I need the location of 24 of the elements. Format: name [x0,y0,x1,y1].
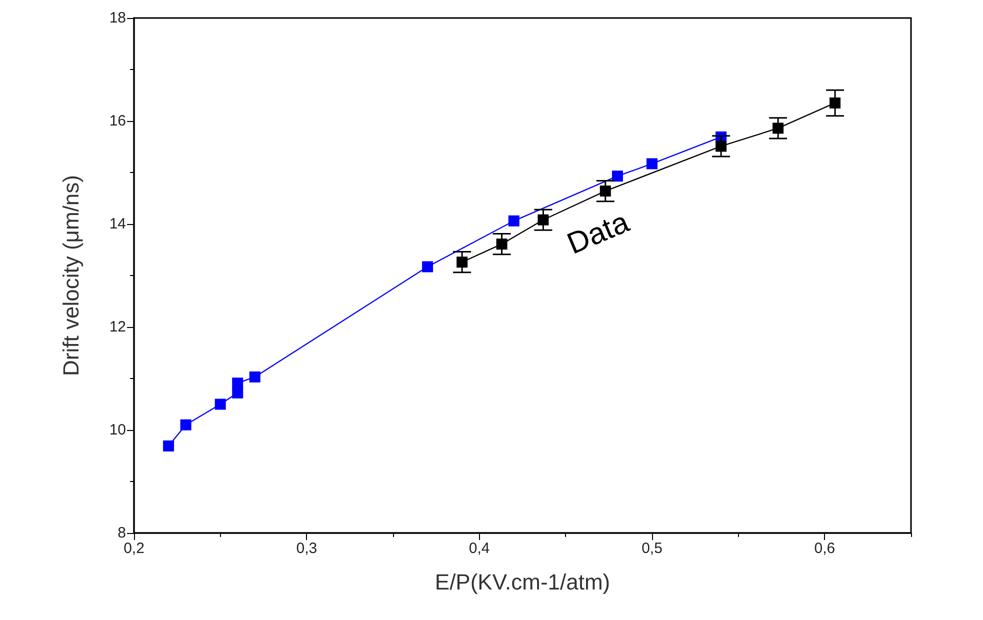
text: Data [562,206,634,261]
point [163,440,174,452]
y-tick-label: 18 [109,10,126,26]
y-tick-label: 10 [109,422,126,438]
x-tick-label: 0,3 [296,540,318,557]
point [508,215,520,226]
x-tick-label: 0,4 [468,540,490,557]
point [232,387,244,398]
x-tick-label: 0,2 [124,540,144,557]
y-tick-label: 8 [118,524,126,542]
point [249,371,260,382]
y-tick-label: 12 [109,318,126,336]
y-axis-title: Drift velocity (μm/ns) [58,175,84,376]
y-tick-label: 14 [109,216,126,232]
point [214,398,226,410]
x-axis-title: E/P(KV.cm-1/atm) [434,570,610,594]
point [180,419,192,430]
point [646,158,658,170]
x-tick-label: 0,6 [814,540,836,557]
point [422,261,434,272]
point [232,378,244,389]
point [612,170,623,182]
y-tick-label: 16 [109,112,126,130]
x-tick-label: 0,5 [642,540,662,557]
